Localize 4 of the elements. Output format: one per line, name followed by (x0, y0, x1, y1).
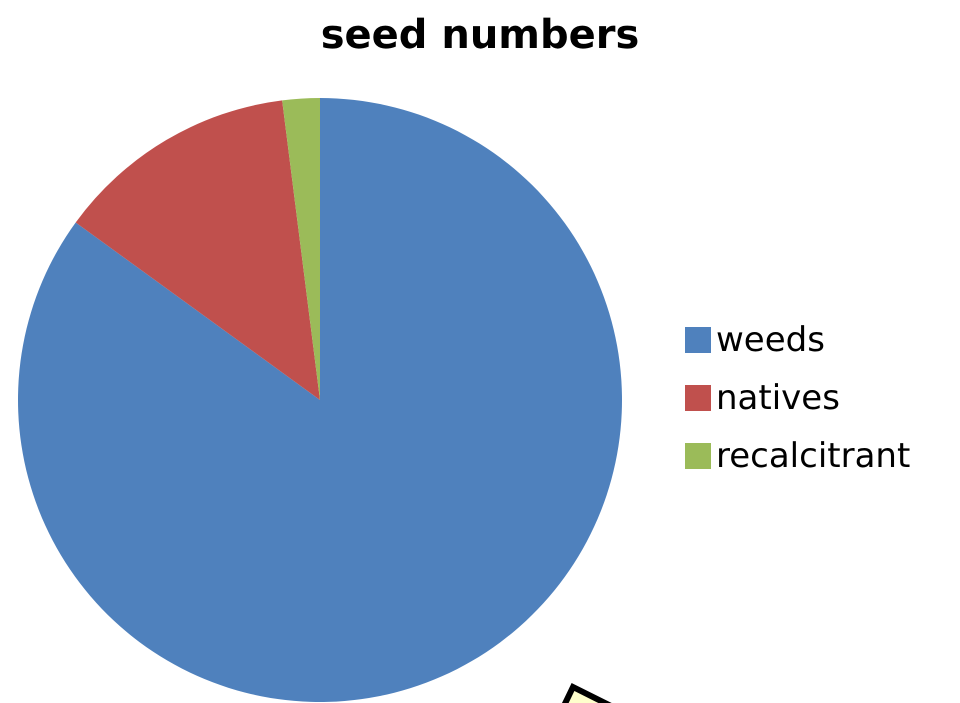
legend-label: natives (716, 378, 840, 418)
chart-title: seed numbers (320, 12, 640, 58)
legend-label: recalcitrant (716, 436, 910, 476)
legend-label: weeds (716, 320, 825, 360)
